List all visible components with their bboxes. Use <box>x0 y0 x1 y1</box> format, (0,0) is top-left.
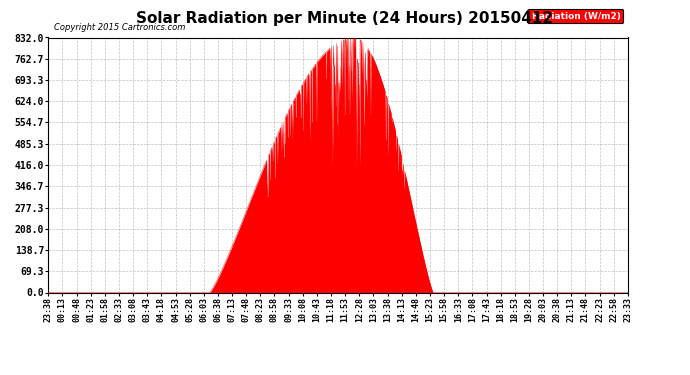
Legend: Radiation (W/m2): Radiation (W/m2) <box>527 9 623 23</box>
Text: Copyright 2015 Cartronics.com: Copyright 2015 Cartronics.com <box>54 23 186 32</box>
Text: Solar Radiation per Minute (24 Hours) 20150412: Solar Radiation per Minute (24 Hours) 20… <box>137 11 553 26</box>
